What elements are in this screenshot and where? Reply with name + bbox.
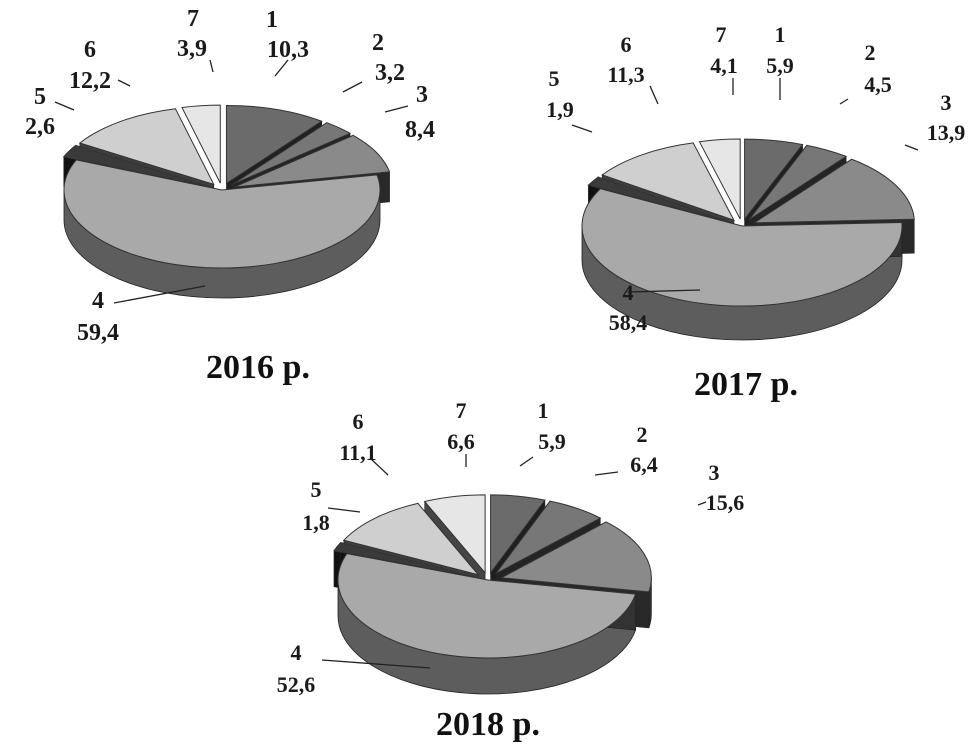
- leader-line-2016-2: [342, 81, 363, 93]
- slice-value-2018-2: 6,4: [630, 452, 658, 477]
- slice-number-2016-4: 4: [92, 288, 104, 314]
- slice-value-2016-7: 3,9: [177, 36, 207, 62]
- slice-number-2016-7: 7: [187, 6, 199, 32]
- pie-chart-2017: 1 5,9 2 4,5 3 13,9 4 58,4 5 1,9 6 11,3 7 4,1: [546, 22, 966, 341]
- slice-value-2018-4: 52,6: [277, 672, 316, 697]
- slice-value-2018-3: 15,6: [706, 490, 745, 515]
- slice-number-2018-5: 5: [311, 477, 322, 502]
- leader-line-2016-4: [113, 285, 206, 304]
- slice-2018-4: [337, 553, 637, 695]
- leader-line-2017-6: [649, 85, 659, 105]
- slice-top-2017-6: [601, 142, 735, 222]
- slice-value-2017-6: 11,3: [607, 62, 644, 87]
- leader-line-2016-3: [384, 105, 409, 113]
- slice-number-2018-1: 1: [538, 398, 549, 423]
- slice-number-2017-4: 4: [623, 280, 634, 305]
- chart-title-2017: 2017 р.: [694, 366, 798, 403]
- slice-value-2017-2: 4,5: [864, 72, 892, 97]
- slice-top-2016-7: [181, 104, 221, 184]
- leader-line-2018-2: [594, 471, 619, 476]
- slice-top-2017-3: [752, 158, 915, 224]
- leader-line-2018-6: [369, 457, 389, 476]
- slice-top-2016-1: [225, 104, 323, 185]
- slice-number-2016-5: 5: [34, 84, 46, 110]
- slice-number-2018-3: 3: [709, 460, 720, 485]
- slice-value-2016-2: 3,2: [375, 60, 405, 86]
- leader-line-2016-7: [209, 59, 214, 73]
- pie-chart-2018: 1 5,9 2 6,4 3 15,6 4 52,6 5 1,8 6 11,1 7 6,6: [277, 398, 745, 697]
- slice-number-2018-2: 2: [637, 422, 648, 447]
- slice-number-2018-7: 7: [456, 398, 467, 423]
- slice-number-2017-1: 1: [775, 22, 786, 47]
- slice-top-2017-7: [698, 138, 741, 220]
- slice-value-2016-6: 12,2: [69, 68, 111, 94]
- slice-value-2017-7: 4,1: [710, 53, 738, 78]
- leader-line-2018-5: [327, 507, 361, 513]
- slice-top-2017-4: [581, 188, 903, 307]
- slice-number-2018-6: 6: [353, 409, 364, 434]
- slice-number-2016-3: 3: [416, 82, 428, 108]
- slice-number-2016-1: 1: [266, 7, 278, 33]
- slice-top-2018-6: [342, 502, 480, 576]
- slice-value-2016-5: 2,6: [25, 114, 55, 140]
- chart-title-2018: 2018 р.: [436, 706, 540, 743]
- slice-number-2017-5: 5: [549, 66, 560, 91]
- slice-number-2018-4: 4: [291, 640, 302, 665]
- slice-top-2016-3: [234, 134, 391, 188]
- leader-line-2017-2: [839, 98, 849, 105]
- slice-number-2016-2: 2: [372, 30, 384, 56]
- leader-line-2016-1: [274, 59, 289, 77]
- slice-top-2018-5: [333, 542, 476, 578]
- slice-top-2018-1: [490, 494, 546, 575]
- slice-number-2017-3: 3: [941, 90, 952, 115]
- slice-value-2017-4: 58,4: [609, 310, 648, 335]
- leader-line-2016-6: [117, 79, 131, 87]
- slice-value-2016-1: 10,3: [267, 37, 309, 63]
- slice-2017-4: [581, 188, 903, 341]
- slice-value-2018-5: 1,8: [302, 510, 330, 535]
- slice-2016-4: [63, 159, 381, 299]
- slice-value-2016-3: 8,4: [405, 117, 435, 143]
- slice-top-2017-5: [587, 176, 731, 223]
- slice-top-2016-6: [78, 108, 215, 186]
- slice-top-2018-2: [495, 500, 602, 575]
- slice-2016-7: [181, 104, 221, 184]
- slice-top-2016-4: [63, 159, 381, 269]
- chart-title-2016: 2016 р.: [206, 349, 310, 386]
- leader-line-2017-4: [627, 289, 701, 293]
- slice-value-2017-5: 1,9: [546, 97, 574, 122]
- slice-number-2016-6: 6: [84, 37, 96, 63]
- pie-chart-2016: 1 10,3 2 3,2 3 8,4 4 59,4 5 2,6 6 12,2 7 3,9: [25, 6, 435, 346]
- leader-line-2018-3: [697, 501, 707, 506]
- slice-top-2016-2: [231, 122, 352, 186]
- slice-value-2017-1: 5,9: [766, 53, 794, 78]
- slice-value-2018-1: 5,9: [538, 429, 566, 454]
- leader-line-2017-5: [571, 124, 593, 133]
- slice-value-2017-3: 13,9: [927, 120, 966, 145]
- leader-line-2017-3: [904, 144, 919, 151]
- slice-number-2017-2: 2: [865, 40, 876, 65]
- leader-line-2018-4: [321, 659, 431, 669]
- slice-value-2018-6: 11,1: [339, 440, 376, 465]
- slice-number-2017-7: 7: [716, 22, 727, 47]
- slice-top-2018-7: [423, 494, 486, 575]
- leader-line-2016-5: [54, 101, 75, 111]
- slice-top-2018-3: [499, 521, 652, 593]
- slice-value-2016-4: 59,4: [77, 320, 119, 346]
- slice-2017-7: [698, 138, 741, 220]
- slice-top-2016-5: [62, 144, 210, 188]
- slice-number-2017-6: 6: [621, 32, 632, 57]
- slice-top-2018-4: [337, 553, 637, 659]
- leader-line-2018-1: [519, 456, 534, 467]
- slice-value-2018-7: 6,6: [447, 429, 475, 454]
- slice-top-2017-2: [748, 144, 848, 221]
- slice-top-2017-1: [744, 138, 804, 221]
